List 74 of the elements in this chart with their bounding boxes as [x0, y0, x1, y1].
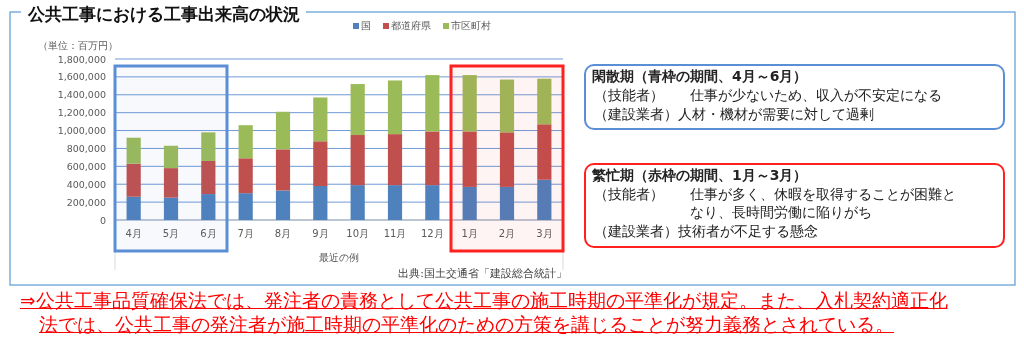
bar — [537, 179, 552, 220]
y-tick-label: 600,000 — [66, 160, 106, 172]
bar — [201, 132, 216, 161]
x-tick-label: 7月 — [237, 228, 254, 239]
bar — [387, 134, 403, 186]
legend-label: 国 — [361, 20, 371, 31]
y-tick-label: 1,400,000 — [57, 89, 106, 101]
text: 繁忙期（赤枠の期間、1月～3月） — [592, 166, 808, 184]
bar — [313, 186, 328, 220]
bar — [126, 196, 141, 220]
x-tick-label: 3月 — [536, 228, 553, 239]
y-tick-label: 0 — [99, 214, 106, 226]
bar — [126, 137, 141, 164]
y-tick-label: 1,000,000 — [57, 125, 106, 137]
bar — [387, 80, 403, 135]
x-tick-label: 9月 — [312, 228, 329, 239]
bar — [499, 186, 515, 220]
bar — [201, 160, 216, 195]
text: ⇒公共工事品質確保法では、発注者の責務として公共工事の施工時期の平準化が規定。また、入札契約適正化法では、公共工事の発注者が施工時期の平準化のための方策を講じることが努力義務とされている。 — [20, 289, 949, 337]
chart-title: 公共工事における工事出来高の状況 — [27, 4, 300, 24]
text: （建設業者）技術者が不足する懸念 — [594, 222, 818, 240]
x-tick-label: 10月 — [346, 228, 370, 239]
bar — [499, 79, 515, 133]
bar — [163, 168, 179, 198]
bar — [163, 197, 179, 220]
bar — [275, 111, 291, 150]
legend-label: 都道府県 — [391, 20, 431, 31]
text: （建設業者）人材・機材が需要に対して過剰 — [594, 105, 874, 123]
bar — [537, 124, 552, 180]
y-tick-label: 1,200,000 — [57, 107, 106, 119]
bar — [201, 194, 216, 220]
bar — [275, 190, 291, 220]
bar — [387, 185, 403, 220]
y-tick-label: 800,000 — [66, 142, 106, 154]
legend-label: 市区町村 — [451, 20, 491, 31]
bar — [163, 145, 179, 169]
bar — [350, 84, 365, 136]
y-tick-label: 400,000 — [66, 178, 106, 190]
bar — [425, 131, 440, 186]
bar — [462, 186, 477, 220]
bar — [313, 97, 328, 142]
text: 閑散期（青枠の期間、4月～6月） — [592, 67, 808, 85]
x-tick-label: 8月 — [274, 228, 292, 239]
y-axis-title: （単位：百万円） — [38, 40, 118, 51]
bar — [313, 141, 328, 187]
bar — [238, 193, 253, 220]
bar — [537, 78, 552, 125]
bar — [499, 132, 515, 187]
text: （技能者） — [594, 86, 664, 104]
x-axis-title: 最近の例 — [319, 252, 359, 263]
x-tick-label: 1月 — [461, 228, 478, 239]
x-tick-label: 12月 — [420, 228, 444, 239]
x-tick-label: 6月 — [200, 228, 217, 239]
bar — [462, 75, 477, 132]
bar — [350, 185, 365, 220]
source-note: 出典:国土交通省「建設総合統計」 — [398, 267, 567, 280]
x-tick-label: 4月 — [125, 228, 142, 239]
x-tick-label: 11月 — [383, 228, 407, 239]
y-tick-label: 1,800,000 — [57, 53, 106, 65]
y-tick-label: 1,600,000 — [57, 71, 106, 83]
bar — [126, 163, 141, 197]
bar — [350, 135, 365, 186]
bar — [462, 131, 477, 187]
x-tick-label: 2月 — [498, 228, 516, 239]
text: 仕事が多く、休暇を取得することが困難となり、長時間労働に陥りがち — [690, 185, 957, 221]
bar — [238, 158, 253, 194]
text: 仕事が少ないため、収入が不安定になる — [690, 86, 943, 104]
bar — [425, 185, 440, 220]
bar — [238, 125, 253, 159]
bar — [275, 149, 291, 191]
bar — [425, 75, 440, 132]
y-tick-label: 200,000 — [66, 196, 106, 208]
x-tick-label: 5月 — [162, 228, 180, 239]
text: （技能者） — [594, 185, 664, 203]
